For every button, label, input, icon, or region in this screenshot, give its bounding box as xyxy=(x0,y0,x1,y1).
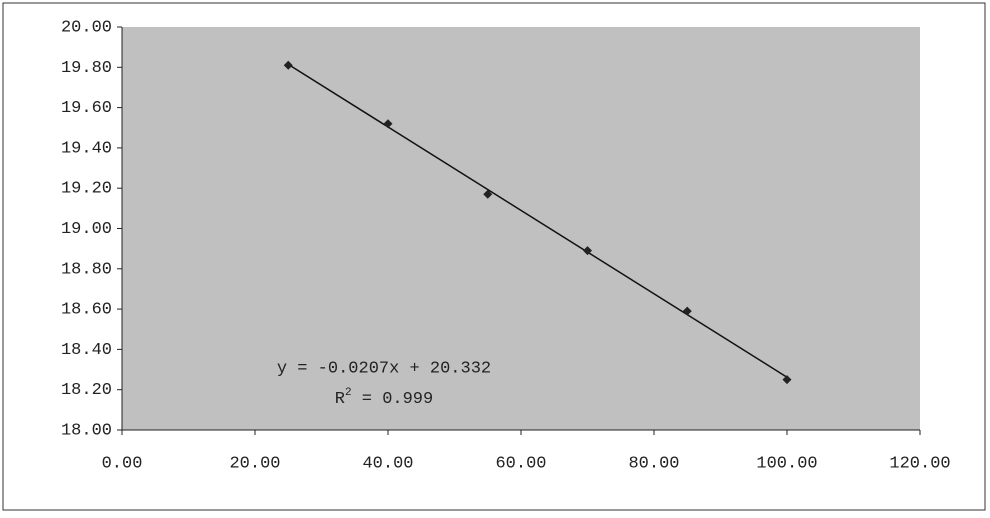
marker xyxy=(782,375,792,385)
y-tick-label: 18.40 xyxy=(61,341,112,360)
r2-rest: = 0.999 xyxy=(352,390,434,409)
marker xyxy=(682,306,692,316)
y-tick-label: 19.20 xyxy=(61,180,112,199)
x-tick-label: 100.00 xyxy=(756,454,817,473)
r2-symbol: R xyxy=(335,390,345,409)
y-tick-label: 19.60 xyxy=(61,99,112,118)
y-tick-label: 19.00 xyxy=(61,220,112,239)
x-tick-label: 120.00 xyxy=(889,454,950,473)
x-tick-label: 0.00 xyxy=(102,454,143,473)
y-tick-label: 18.00 xyxy=(61,421,112,440)
marker xyxy=(583,246,592,256)
trend-equation: y = -0.0207x + 20.332 xyxy=(277,359,491,378)
x-tick-label: 40.00 xyxy=(362,454,413,473)
r-squared: R2 = 0.999 xyxy=(335,387,433,410)
r2-power: 2 xyxy=(345,387,352,399)
x-tick-label: 80.00 xyxy=(628,454,679,473)
y-tick-label: 19.80 xyxy=(61,59,112,78)
marker xyxy=(283,60,293,70)
marker xyxy=(383,119,393,129)
y-tick-label: 18.80 xyxy=(61,260,112,279)
y-tick-label: 18.20 xyxy=(61,381,112,400)
y-tick-label: 19.40 xyxy=(61,139,112,158)
trendline xyxy=(287,63,788,378)
plot-area xyxy=(122,27,920,430)
y-tick-label: 20.00 xyxy=(61,18,112,37)
y-tick-label: 18.60 xyxy=(61,301,112,320)
marker xyxy=(483,189,493,199)
x-tick-label: 60.00 xyxy=(495,454,546,473)
x-tick-label: 20.00 xyxy=(229,454,280,473)
